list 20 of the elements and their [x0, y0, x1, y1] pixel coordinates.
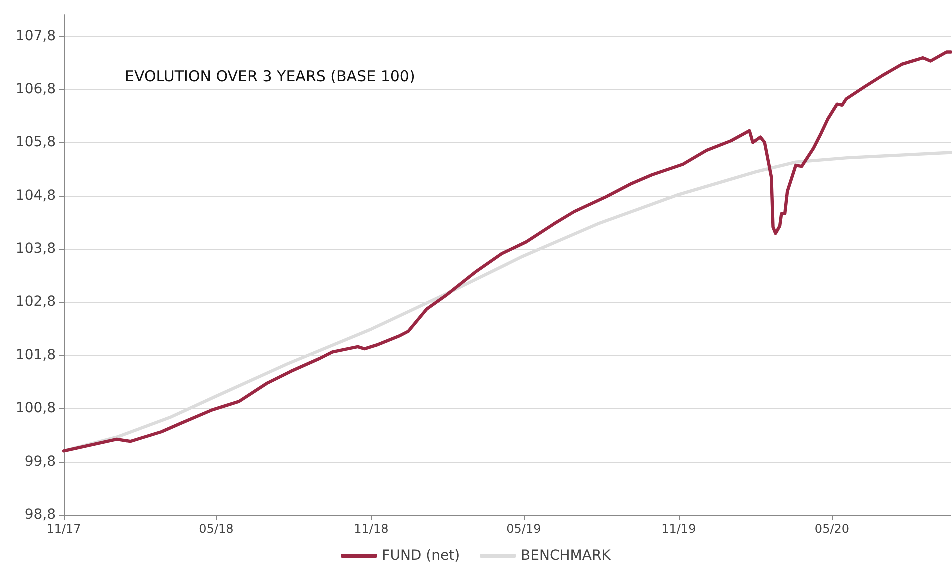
- y-tick-label: 107,8: [16, 28, 56, 44]
- y-tick-label: 104,8: [16, 188, 56, 204]
- y-tick-label: 103,8: [16, 241, 56, 258]
- y-tick-label: 101,8: [16, 347, 56, 364]
- x-tick-label: 05/20: [814, 522, 850, 536]
- line-series: [62, 50, 952, 453]
- legend-label: BENCHMARK: [521, 548, 612, 564]
- x-tick-label: 05/19: [506, 522, 542, 536]
- x-tick-label: 11/17: [46, 522, 82, 536]
- x-tick-label: 11/19: [662, 522, 696, 536]
- y-tick-label: 105,8: [16, 134, 56, 151]
- y-tick-label: 102,8: [16, 294, 56, 310]
- x-tick-label: 05/18: [199, 522, 234, 536]
- y-tick-label: 99,8: [24, 454, 56, 470]
- legend-label: FUND (net): [382, 548, 460, 564]
- y-tick-label: 98,8: [24, 507, 56, 523]
- x-tick-label: 11/18: [354, 522, 389, 536]
- text: EVOLUTION OVER 3 YEARS (BASE 100): [125, 68, 416, 86]
- y-tick-label: 100,8: [16, 400, 56, 417]
- y-tick-label: 106,8: [16, 81, 56, 98]
